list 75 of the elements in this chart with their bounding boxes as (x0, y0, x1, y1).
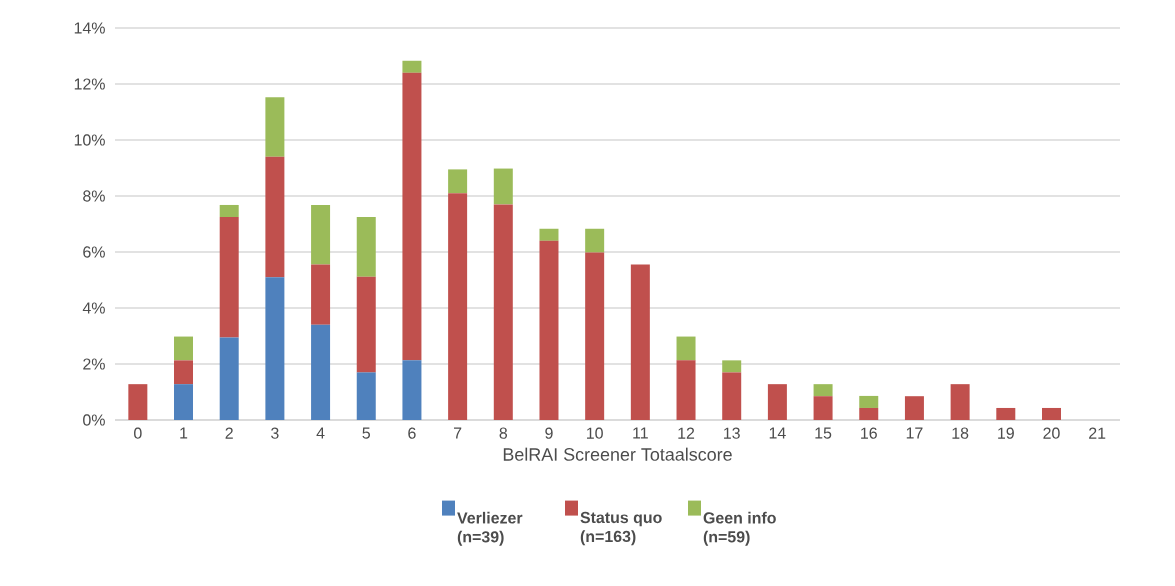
bar (859, 407, 879, 420)
bar (265, 97, 285, 157)
bar (402, 72, 422, 361)
x-tick-label: 13 (724, 427, 740, 439)
x-tick-label: 5 (362, 427, 371, 439)
bar (219, 204, 239, 217)
x-tick-label: 12 (678, 427, 695, 439)
x-tick-label: 10 (587, 427, 603, 439)
bar (311, 204, 331, 265)
x-tick-label: 0 (134, 427, 142, 439)
legend-label: Verliezer (n=39) (457, 511, 523, 546)
x-tick-label: 14 (769, 427, 786, 439)
y-tick-label: 12% (74, 78, 105, 90)
bar (448, 169, 468, 194)
y-tick-label: 10% (74, 134, 105, 146)
x-tick-label: 18 (952, 427, 969, 439)
bar (219, 337, 239, 420)
bar (585, 252, 605, 420)
bar (448, 193, 468, 420)
bar (356, 372, 376, 420)
x-tick-label: 9 (545, 427, 553, 439)
x-tick-label: 20 (1043, 427, 1060, 439)
bar (174, 336, 194, 361)
legend-label: Geen info (n=59) (703, 511, 776, 546)
x-tick-label: 16 (861, 427, 877, 439)
bar (493, 168, 513, 205)
x-tick-label: 21 (1089, 427, 1106, 439)
x-axis-title: BelRAI Screener Totaalscore (503, 447, 732, 461)
bar (676, 336, 696, 361)
bar (311, 264, 331, 325)
bar (904, 396, 924, 420)
y-tick-label: 6% (83, 246, 105, 258)
bar (402, 360, 422, 420)
bar (174, 360, 194, 385)
bar (813, 384, 833, 397)
bar (539, 228, 559, 241)
x-tick-label: 4 (316, 427, 325, 439)
bar (311, 324, 331, 420)
legend-label: Status quo (n=163) (580, 511, 662, 546)
bar (585, 228, 605, 253)
bar (219, 217, 239, 338)
x-tick-label: 3 (271, 427, 279, 439)
x-tick-label: 7 (454, 427, 462, 439)
bar (859, 395, 879, 408)
bar (265, 156, 285, 278)
bar (813, 396, 833, 420)
bar (950, 384, 970, 420)
x-tick-label: 17 (906, 427, 923, 439)
bar (722, 372, 742, 420)
bar (722, 360, 742, 373)
bar (265, 277, 285, 420)
bar (996, 407, 1016, 420)
bar (676, 360, 696, 420)
x-tick-label: 2 (225, 427, 233, 439)
bar (493, 204, 513, 420)
y-tick-label: 8% (83, 190, 105, 202)
x-tick-label: 1 (180, 427, 188, 439)
bar (356, 276, 376, 373)
y-tick-label: 2% (83, 358, 105, 370)
bar (356, 217, 376, 277)
bar (128, 384, 148, 420)
bar (174, 384, 194, 420)
bar (767, 384, 787, 420)
y-tick-label: 14% (74, 22, 105, 34)
bar (539, 240, 559, 420)
x-tick-label: 8 (499, 427, 508, 439)
x-tick-label: 6 (408, 427, 416, 439)
bar (630, 264, 650, 420)
bar (1041, 407, 1061, 420)
x-tick-label: 19 (998, 427, 1014, 439)
y-tick-label: 4% (82, 302, 105, 314)
x-tick-label: 15 (815, 427, 832, 439)
x-tick-label: 11 (633, 427, 648, 439)
bar (402, 60, 422, 73)
y-tick-label: 0% (83, 414, 105, 426)
